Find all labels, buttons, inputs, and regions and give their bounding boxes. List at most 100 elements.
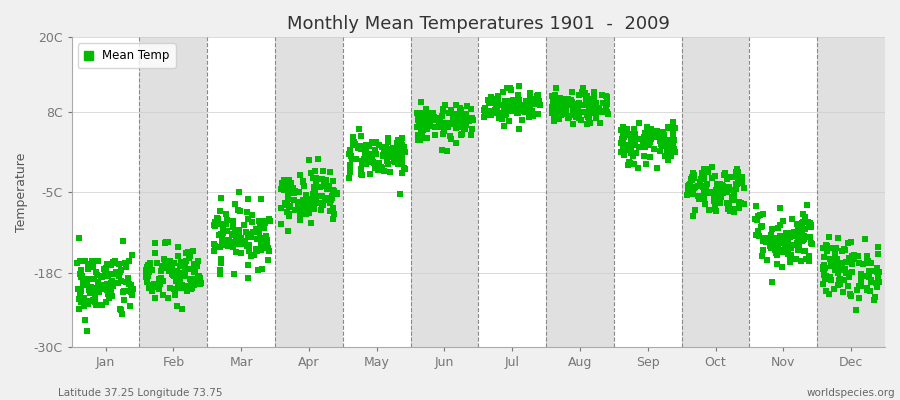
Point — [231, 239, 246, 246]
Point — [715, 182, 729, 189]
Point — [81, 298, 95, 304]
Point — [562, 100, 577, 106]
Point — [686, 191, 700, 198]
Point — [454, 132, 468, 138]
Point — [357, 150, 372, 157]
Point — [756, 234, 770, 241]
Point — [115, 238, 130, 244]
Point — [355, 133, 369, 140]
Point — [234, 236, 248, 242]
Point — [437, 128, 452, 134]
Point — [232, 208, 247, 214]
Point — [518, 105, 532, 111]
Point — [349, 156, 364, 162]
Point — [870, 268, 885, 275]
Point — [104, 287, 119, 294]
Point — [320, 185, 335, 192]
Point — [245, 212, 259, 218]
Point — [98, 286, 112, 292]
Point — [140, 262, 155, 268]
Point — [682, 180, 697, 187]
Point — [628, 131, 643, 137]
Point — [861, 274, 876, 280]
Point — [571, 106, 585, 113]
Point — [511, 94, 526, 100]
Point — [177, 264, 192, 270]
Point — [207, 248, 221, 254]
Point — [364, 139, 379, 146]
Point — [436, 127, 451, 134]
Point — [113, 278, 128, 284]
Point — [108, 258, 122, 264]
Point — [220, 216, 234, 223]
Point — [752, 227, 766, 234]
Point — [860, 257, 874, 264]
Point — [323, 200, 338, 206]
Point — [527, 98, 542, 104]
Point — [78, 317, 93, 323]
Point — [599, 94, 614, 100]
Point — [386, 144, 400, 151]
Point — [638, 144, 652, 150]
Point — [286, 185, 301, 191]
Point — [760, 257, 774, 264]
Point — [345, 156, 359, 162]
Point — [418, 114, 433, 120]
Point — [508, 104, 522, 110]
Point — [413, 127, 428, 133]
Point — [418, 111, 432, 118]
Point — [416, 117, 430, 124]
Point — [561, 113, 575, 120]
Point — [297, 182, 311, 189]
Point — [574, 108, 589, 115]
Point — [307, 193, 321, 200]
Point — [826, 286, 841, 292]
Point — [86, 298, 101, 304]
Point — [215, 230, 230, 237]
Point — [791, 234, 806, 240]
Point — [125, 292, 140, 298]
Point — [368, 147, 382, 153]
Point — [598, 93, 613, 99]
Point — [391, 152, 405, 158]
Point — [553, 116, 567, 122]
Point — [160, 239, 175, 246]
Point — [752, 212, 767, 218]
Point — [816, 272, 831, 278]
Point — [166, 272, 180, 278]
Point — [242, 248, 256, 255]
Point — [502, 100, 517, 106]
Point — [861, 267, 876, 274]
Point — [713, 200, 727, 206]
Point — [559, 106, 573, 113]
Point — [600, 108, 615, 115]
Point — [386, 146, 400, 153]
Point — [347, 139, 362, 145]
Point — [778, 246, 792, 252]
Point — [515, 101, 529, 108]
Point — [770, 251, 784, 258]
Point — [783, 245, 797, 252]
Point — [511, 92, 526, 98]
Point — [575, 84, 590, 91]
Text: worldspecies.org: worldspecies.org — [807, 388, 896, 398]
Point — [453, 111, 467, 118]
Point — [296, 179, 310, 185]
Point — [87, 276, 102, 282]
Point — [653, 138, 668, 144]
Point — [802, 221, 816, 227]
Point — [722, 184, 736, 190]
Point — [775, 240, 789, 246]
Point — [306, 190, 320, 197]
Point — [141, 284, 156, 291]
Point — [81, 261, 95, 268]
Point — [144, 266, 158, 273]
Point — [564, 97, 579, 104]
Point — [500, 85, 515, 91]
Point — [76, 297, 91, 303]
Point — [213, 260, 228, 266]
Point — [313, 192, 328, 199]
Point — [591, 107, 606, 113]
Point — [705, 164, 719, 170]
Point — [860, 287, 875, 293]
